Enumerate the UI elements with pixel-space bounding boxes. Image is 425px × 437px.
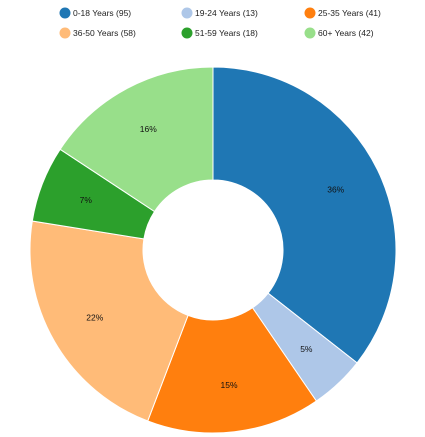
donut-slices [29, 66, 397, 434]
legend-item[interactable]: 60+ Years (42) [304, 27, 374, 39]
legend-swatch [59, 27, 71, 39]
slice-percent-label: 15% [221, 380, 238, 390]
slice-labels: 36% 5% 15% 22% 7% 16% [80, 124, 345, 390]
legend-item[interactable]: 36-50 Years (58) [59, 27, 137, 39]
donut-slice[interactable] [59, 66, 214, 213]
donut-slice[interactable] [147, 307, 318, 434]
donut-slice[interactable] [212, 66, 397, 364]
legend-item[interactable]: 51-59 Years (18) [181, 27, 259, 39]
slice-percent-label: 22% [86, 313, 103, 323]
slice-percent-label: 16% [140, 124, 157, 134]
legend-item[interactable]: 19-24 Years (13) [181, 7, 259, 19]
chart-legend: 0-18 Years (95) 19-24 Years (13) 25-35 Yea… [59, 7, 382, 39]
legend-label: 19-24 Years (13) [195, 8, 258, 18]
legend-item[interactable]: 0-18 Years (95) [59, 7, 132, 19]
legend-item[interactable]: 25-35 Years (41) [304, 7, 382, 19]
legend-label: 60+ Years (42) [318, 28, 374, 38]
slice-percent-label: 36% [327, 185, 344, 195]
donut-slice[interactable] [29, 220, 189, 422]
legend-label: 25-35 Years (41) [318, 8, 381, 18]
legend-label: 0-18 Years (95) [73, 8, 131, 18]
slice-percent-label: 7% [80, 195, 93, 205]
slice-percent-label: 5% [300, 344, 313, 354]
legend-swatch [304, 27, 316, 39]
legend-swatch [181, 27, 193, 39]
legend-swatch [59, 7, 71, 19]
legend-label: 51-59 Years (18) [195, 28, 258, 38]
legend-swatch [181, 7, 193, 19]
legend-swatch [304, 7, 316, 19]
legend-label: 36-50 Years (58) [73, 28, 136, 38]
